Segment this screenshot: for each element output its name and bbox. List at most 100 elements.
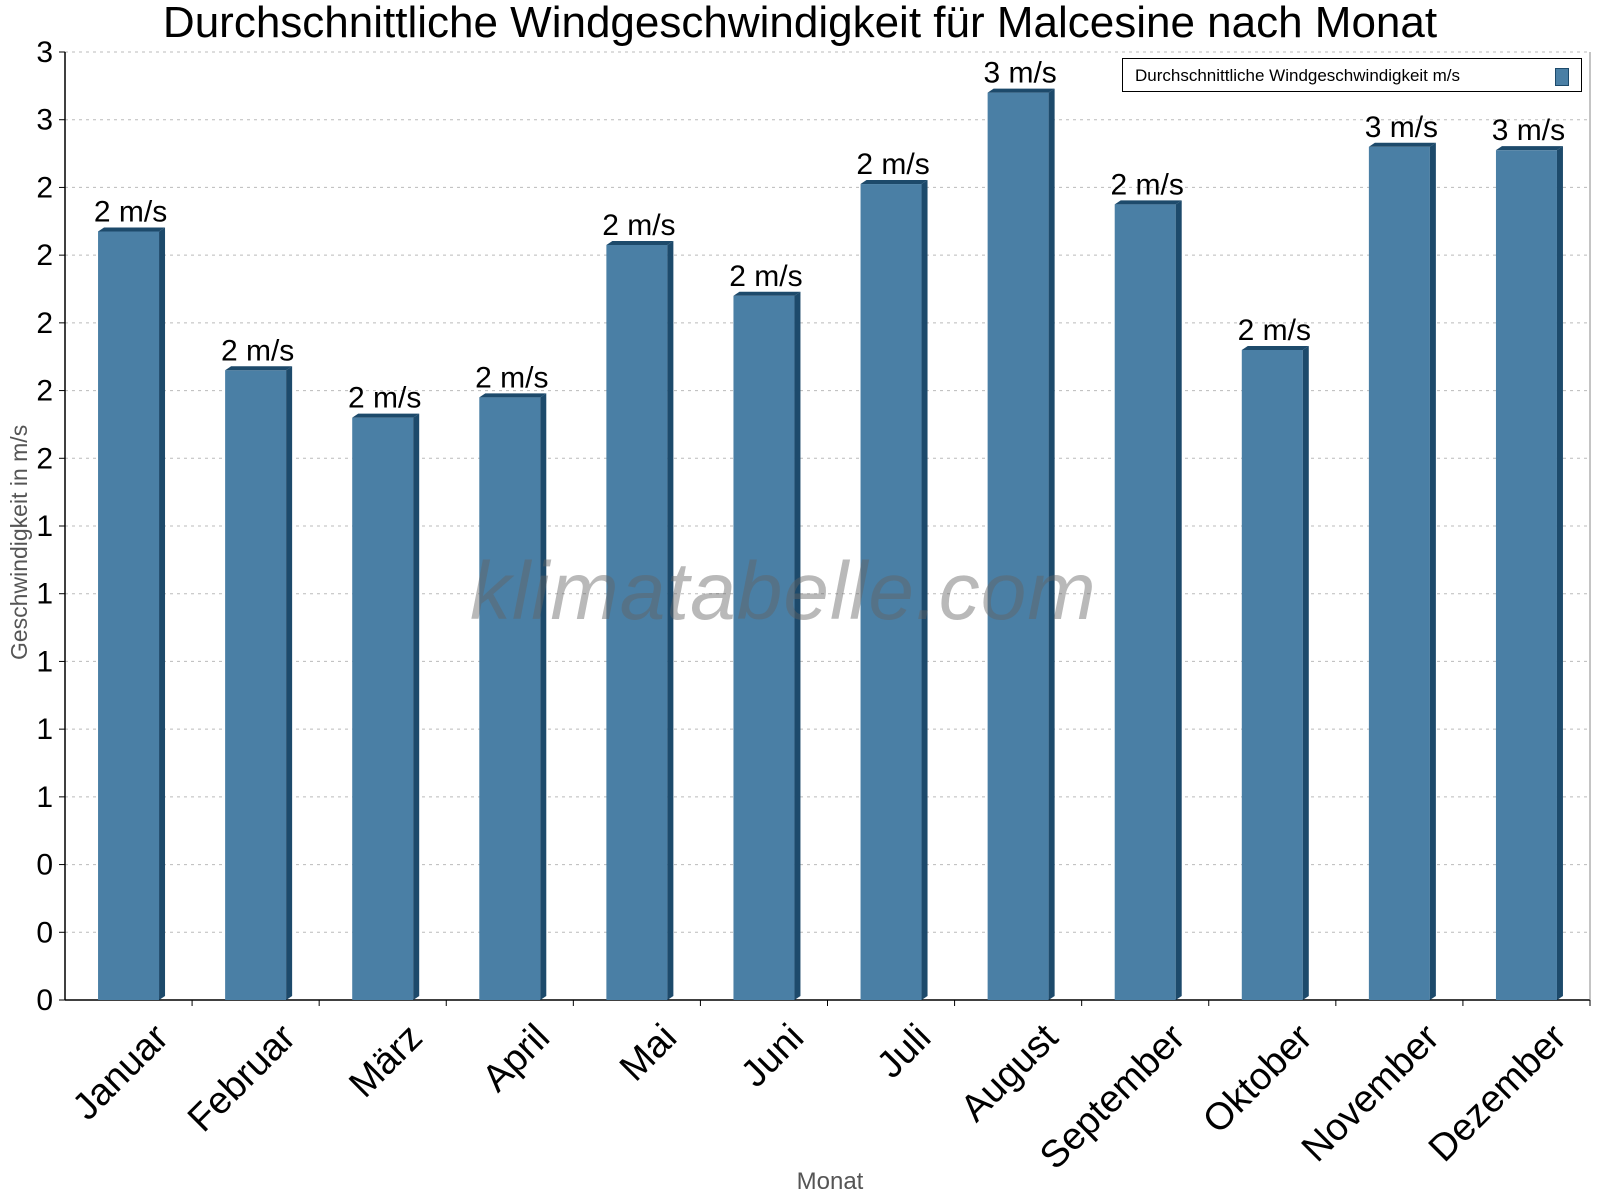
bar (733, 291, 801, 1000)
x-tick-label: Juli (869, 1016, 939, 1086)
x-tick-label: Dezember (1421, 1016, 1575, 1170)
bar-top (352, 413, 420, 418)
y-tick-label: 0 (36, 849, 53, 882)
bar (479, 393, 547, 1000)
bar-side (1429, 142, 1436, 1001)
x-tick-label: Februar (180, 1016, 304, 1140)
legend: Durchschnittliche Windgeschwindigkeit m/… (1122, 58, 1582, 92)
bar-side (1556, 146, 1563, 1000)
bar-side (794, 291, 801, 1000)
bar-front (352, 417, 414, 1001)
y-tick-label: 0 (36, 984, 53, 1017)
bar-top (1241, 345, 1309, 350)
bar-top (860, 180, 928, 185)
bar-front (98, 231, 160, 1000)
y-tick-label: 0 (36, 916, 53, 949)
bar-top (1495, 146, 1563, 151)
bar-front (860, 184, 922, 1001)
bar (987, 88, 1055, 1001)
data-label: 2 m/s (94, 195, 167, 228)
bar-top (225, 366, 293, 371)
x-tick-label: April (474, 1016, 557, 1099)
y-tick-label: 3 (36, 104, 53, 137)
x-tick-label: Mai (612, 1016, 685, 1089)
data-label: 2 m/s (475, 361, 548, 394)
x-tick-label: März (341, 1016, 430, 1105)
y-tick-label: 1 (36, 510, 53, 543)
data-label: 3 m/s (983, 57, 1056, 90)
y-tick-label: 2 (36, 171, 53, 204)
grid-lines (65, 51, 1590, 933)
bar-side (286, 366, 293, 1000)
bar-top (733, 291, 801, 296)
y-tick-label: 1 (36, 781, 53, 814)
chart-title: Durchschnittliche Windgeschwindigkeit fü… (162, 0, 1438, 47)
bar (606, 240, 674, 1000)
bar-side (540, 393, 547, 1000)
bar-top (987, 88, 1055, 93)
legend-label: Durchschnittliche Windgeschwindigkeit m/… (1135, 66, 1461, 85)
bar-side (667, 240, 674, 1000)
bar-side (1302, 345, 1309, 1000)
data-labels: 2 m/s 2 m/s 2 m/s 2 m/s 2 m/s 2 m/s 2 m/s 3 m/s… (94, 57, 1565, 415)
y-tick-label: 2 (36, 307, 53, 340)
bar-top (98, 227, 166, 232)
x-tick-label: Juni (733, 1016, 812, 1095)
x-axis-label: Monat (796, 1168, 864, 1195)
bar (1368, 142, 1436, 1001)
bar-side (921, 180, 928, 1001)
axes (59, 51, 1591, 1006)
bar-side (1175, 200, 1182, 1000)
bar (1241, 345, 1309, 1000)
bar-front (225, 370, 287, 1000)
y-tick-label: 2 (36, 239, 53, 272)
data-label: 3 m/s (1365, 111, 1438, 144)
bar-front (1241, 349, 1303, 1000)
y-tick-label: 2 (36, 375, 53, 408)
bar (225, 366, 293, 1000)
bar-side (413, 413, 420, 1001)
bar-front (479, 397, 541, 1000)
bar-front (1495, 150, 1557, 1000)
legend-swatch (1555, 68, 1569, 86)
bar-top (479, 393, 547, 398)
bar (860, 180, 928, 1001)
y-tick-labels: 0 0 0 1 1 1 1 1 2 2 2 2 2 3 3 (36, 36, 53, 1017)
bar-top (606, 240, 674, 245)
y-axis-label: Geschwindigkeit in m/s (6, 285, 33, 660)
x-tick-label: Oktober (1195, 1016, 1321, 1142)
data-label: 2 m/s (1238, 314, 1311, 347)
y-tick-label: 3 (36, 36, 53, 69)
bar-front (606, 244, 668, 1000)
x-tick-label: August (953, 1016, 1067, 1130)
y-tick-label: 1 (36, 578, 53, 611)
data-label: 2 m/s (348, 382, 421, 415)
bar (98, 227, 166, 1000)
data-label: 2 m/s (729, 260, 802, 293)
bar (352, 413, 420, 1001)
y-axis-label-text: Geschwindigkeit in m/s (6, 424, 32, 660)
data-label: 2 m/s (602, 209, 675, 242)
y-tick-label: 1 (36, 713, 53, 746)
bar-front (987, 92, 1049, 1001)
bars (98, 88, 1563, 1001)
data-label: 3 m/s (1492, 114, 1565, 147)
bar (1495, 146, 1563, 1000)
bar-top (1114, 200, 1182, 205)
bar-front (733, 295, 795, 1000)
data-label: 2 m/s (856, 148, 929, 181)
data-label: 2 m/s (1111, 168, 1184, 201)
bar-side (1048, 88, 1055, 1001)
data-label: 2 m/s (221, 334, 294, 367)
y-tick-label: 2 (36, 442, 53, 475)
watermark: klimatabelle.com (470, 546, 1097, 637)
y-tick-label: 1 (36, 645, 53, 678)
x-tick-label: November (1294, 1016, 1448, 1170)
bar-side (159, 227, 166, 1000)
x-tick-labels: Januar Februar März April Mai Juni Juli AugustS… (65, 1016, 1575, 1177)
bar (1114, 200, 1182, 1000)
bar-front (1368, 146, 1430, 1001)
bar-front (1114, 204, 1176, 1000)
bar-top (1368, 142, 1436, 147)
